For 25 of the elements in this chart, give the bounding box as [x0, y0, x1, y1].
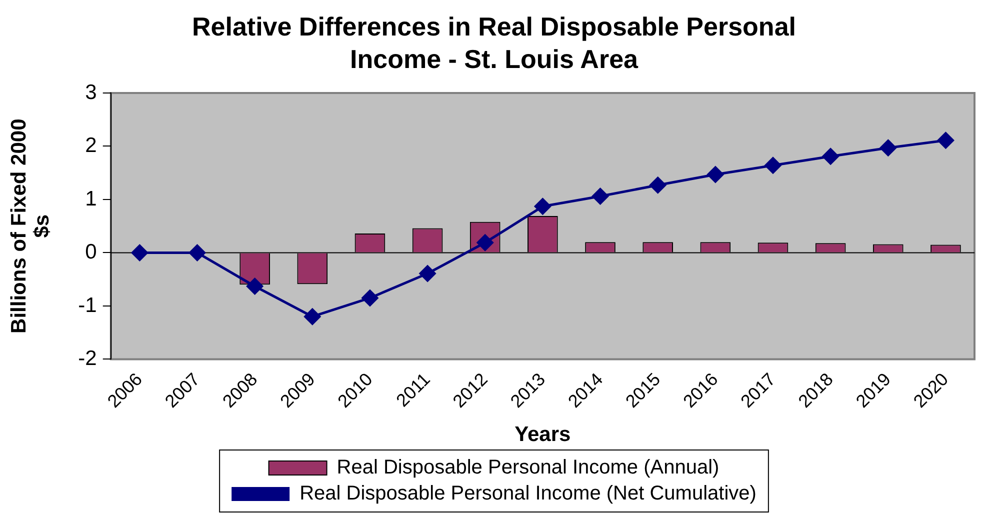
point	[188, 244, 206, 261]
legend-label: Real Disposable Personal Income (Net Cumulative)	[300, 482, 756, 505]
x-axis-title: Years	[514, 423, 571, 446]
legend-label: Real Disposable Personal Income (Annual)	[336, 456, 720, 479]
y-tick-label: 0	[85, 240, 97, 264]
y-tick-label: 2	[85, 134, 97, 158]
y-tick-label: -1	[78, 294, 97, 317]
chart-title: Relative Differences in Real Disposable Personal Income - St. Louis Area	[192, 11, 796, 74]
y-tick-label: 1	[85, 187, 97, 210]
point	[419, 265, 436, 282]
point	[246, 278, 264, 295]
point	[592, 188, 609, 205]
point	[304, 308, 321, 325]
point	[880, 140, 896, 156]
point	[764, 157, 782, 174]
point	[707, 166, 724, 183]
y-tick-label: 3	[85, 80, 97, 104]
point	[362, 290, 378, 306]
point	[131, 244, 148, 261]
y-tick-label: -2	[78, 347, 97, 370]
point	[822, 148, 839, 165]
point	[534, 198, 551, 215]
y-axis-title: Billions of Fixed 2000 $s	[7, 118, 54, 334]
point	[937, 132, 954, 149]
point	[650, 176, 666, 194]
